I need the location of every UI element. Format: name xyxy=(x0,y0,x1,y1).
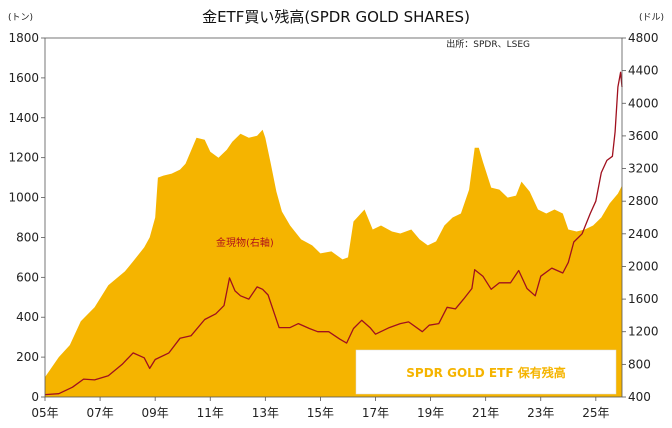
right-tick-label: 4000 xyxy=(628,96,659,110)
left-tick-label: 1000 xyxy=(8,191,39,205)
left-tick-label: 1800 xyxy=(8,31,39,45)
right-tick-label: 4800 xyxy=(628,31,659,45)
right-tick-label: 2400 xyxy=(628,227,659,241)
holdings-area xyxy=(45,129,622,397)
left-axis-unit: (トン) xyxy=(8,13,33,23)
x-tick-label: 19年 xyxy=(417,406,444,420)
right-tick-label: 3600 xyxy=(628,129,659,143)
x-tick-label: 21年 xyxy=(472,406,499,420)
right-tick-label: 400 xyxy=(628,390,651,404)
left-tick-label: 1600 xyxy=(8,71,39,85)
right-tick-label: 800 xyxy=(628,357,651,371)
legend: SPDR GOLD ETF 保有残高 xyxy=(355,349,617,395)
x-tick-label: 15年 xyxy=(307,406,334,420)
gold-price-annotation: 金現物(右軸) xyxy=(216,236,274,249)
x-tick-label: 23年 xyxy=(527,406,554,420)
source-note: 出所：SPDR、LSEG xyxy=(446,38,530,50)
left-tick-label: 200 xyxy=(16,350,39,364)
left-tick-label: 1200 xyxy=(8,151,39,165)
x-tick-label: 05年 xyxy=(31,406,58,420)
legend-box xyxy=(355,349,617,395)
chart-title: 金ETF買い残高(SPDR GOLD SHARES) xyxy=(202,8,470,26)
plot-area xyxy=(44,71,623,397)
plot-frame xyxy=(44,37,623,398)
right-tick-label: 4400 xyxy=(628,64,659,78)
x-tick-label: 13年 xyxy=(252,406,279,420)
x-tick-label: 17年 xyxy=(362,406,389,420)
x-tick-label: 11年 xyxy=(197,406,224,420)
x-tick-label: 07年 xyxy=(86,406,113,420)
legend-label: SPDR GOLD ETF 保有残高 xyxy=(406,365,565,380)
x-tick-label: 09年 xyxy=(142,406,169,420)
right-tick-label: 1200 xyxy=(628,325,659,339)
right-tick-label: 3200 xyxy=(628,162,659,176)
left-tick-label: 600 xyxy=(16,270,39,284)
left-tick-label: 400 xyxy=(16,310,39,324)
right-tick-label: 2800 xyxy=(628,194,659,208)
right-axis-unit: (ドル) xyxy=(639,13,664,23)
right-tick-label: 2000 xyxy=(628,259,659,273)
left-tick-label: 0 xyxy=(31,390,39,404)
gold-price-line xyxy=(44,71,623,396)
left-tick-label: 1400 xyxy=(8,111,39,125)
axes: 0 200 400 600 800 1000 1200 1400 1600 1800 400 800 1… xyxy=(8,31,658,420)
left-tick-label: 800 xyxy=(16,230,39,244)
right-tick-label: 1600 xyxy=(628,292,659,306)
x-tick-label: 25年 xyxy=(582,406,609,420)
